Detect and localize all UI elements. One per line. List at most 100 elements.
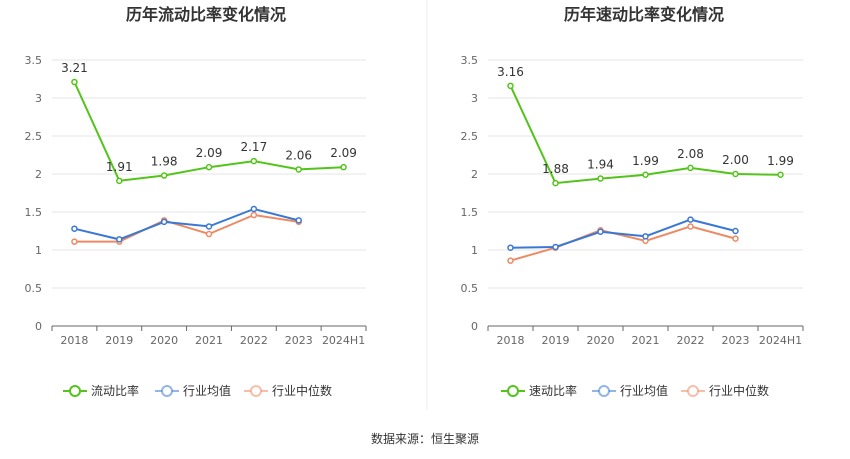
y-tick-label: 0 (471, 320, 478, 333)
y-tick-label: 3.5 (25, 54, 43, 67)
data-point (597, 228, 604, 236)
y-tick-label: 3.5 (461, 54, 479, 67)
x-tick-label: 2021 (195, 334, 223, 347)
data-point (71, 78, 78, 86)
data-label: 2.00 (722, 153, 749, 167)
data-point (777, 171, 784, 179)
data-point (642, 233, 649, 240)
data-point (250, 205, 258, 213)
x-tick-label: 2023 (722, 334, 750, 347)
data-point (552, 179, 559, 187)
y-tick-label: 3 (35, 92, 42, 105)
data-point (732, 227, 739, 235)
legend-label: 流动比率 (91, 383, 139, 398)
data-point (205, 230, 213, 238)
data-label: 1.94 (587, 158, 614, 172)
legend-item-3[interactable]: 行业中位数 (244, 383, 332, 398)
data-point (205, 163, 213, 171)
legend-item-1[interactable]: 速动比率 (501, 383, 577, 398)
data-label: 1.88 (542, 162, 569, 176)
legend-item-3[interactable]: 行业中位数 (681, 383, 769, 398)
x-tick-label: 2019 (542, 334, 570, 347)
legend-label: 行业中位数 (272, 383, 332, 398)
data-point (116, 177, 123, 185)
y-tick-label: 3 (471, 92, 478, 105)
data-point (507, 257, 514, 264)
chart-title: 历年速动比率变化情况 (564, 5, 724, 24)
chart-title: 历年流动比率变化情况 (126, 5, 286, 24)
data-point (250, 157, 258, 165)
data-point (507, 244, 514, 251)
data-label: 3.16 (497, 65, 524, 79)
data-label: 2.09 (196, 146, 223, 160)
y-tick-label: 0.5 (25, 282, 43, 295)
y-tick-label: 1 (35, 244, 42, 257)
data-point (597, 175, 604, 182)
x-tick-label: 2023 (285, 334, 313, 347)
data-point (732, 170, 739, 178)
x-tick-label: 2024H1 (322, 334, 365, 347)
x-tick-label: 2022 (240, 334, 268, 347)
data-point (507, 82, 514, 90)
y-tick-label: 2 (471, 168, 478, 181)
data-point (687, 216, 694, 223)
data-point (340, 163, 347, 171)
data-label: 1.99 (767, 154, 794, 168)
data-point (250, 211, 258, 219)
data-point (116, 236, 123, 243)
data-point (71, 225, 78, 232)
data-label: 2.06 (285, 148, 312, 162)
data-source-label: 数据来源：恒生聚源 (371, 431, 479, 446)
x-tick-label: 2018 (497, 334, 525, 347)
y-tick-label: 1.5 (461, 206, 479, 219)
x-tick-label: 2020 (587, 334, 615, 347)
data-label: 1.91 (106, 160, 133, 174)
data-point (687, 223, 694, 230)
series-line-2 (74, 207, 299, 241)
data-label: 1.99 (632, 154, 659, 168)
data-point (642, 171, 649, 179)
data-point (732, 235, 739, 242)
chart-panel-1: 历年流动比率变化情况 0 0.5 1 1.5 2 2.5 3 3.5 2018 2019 2020 20… (25, 5, 367, 398)
legend-marker-icon (69, 385, 81, 397)
series-line-3 (510, 225, 736, 262)
legend-marker-icon (250, 385, 262, 397)
data-label: 2.09 (330, 146, 357, 160)
legend-marker-icon (598, 385, 610, 397)
x-tick-label: 2022 (677, 334, 705, 347)
y-tick-label: 2.5 (25, 130, 43, 143)
legend-marker-icon (507, 385, 519, 397)
y-tick-label: 2.5 (461, 130, 479, 143)
data-point (71, 238, 78, 245)
series-line-3 (74, 213, 299, 243)
data-point (552, 243, 559, 251)
legend-item-2[interactable]: 行业均值 (592, 383, 668, 398)
data-point (295, 217, 302, 224)
series-line-2 (510, 218, 736, 249)
legend-marker-icon (687, 385, 699, 397)
data-point (295, 166, 302, 173)
x-tick-label: 2019 (105, 334, 133, 347)
data-point (160, 172, 168, 179)
legend-label: 行业均值 (183, 383, 231, 398)
legend-item-1[interactable]: 流动比率 (63, 383, 139, 398)
x-tick-label: 2021 (632, 334, 660, 347)
legend-item-2[interactable]: 行业均值 (155, 383, 231, 398)
data-label: 3.21 (61, 61, 88, 75)
data-point (160, 218, 168, 226)
chart-panel-2: 历年速动比率变化情况 0 0.5 1 1.5 2 2.5 3 3.5 2018 2019 2020 20… (461, 5, 804, 398)
x-tick-label: 2018 (60, 334, 88, 347)
data-point (205, 223, 213, 230)
legend-label: 速动比率 (529, 383, 577, 398)
data-label: 2.08 (677, 147, 704, 161)
legend-label: 行业中位数 (709, 383, 769, 398)
y-tick-label: 1.5 (25, 206, 43, 219)
x-tick-label: 2020 (150, 334, 178, 347)
y-tick-label: 0.5 (461, 282, 479, 295)
data-label: 2.17 (240, 140, 267, 154)
y-tick-label: 2 (35, 168, 42, 181)
y-tick-label: 1 (471, 244, 478, 257)
y-tick-label: 0 (35, 320, 42, 333)
